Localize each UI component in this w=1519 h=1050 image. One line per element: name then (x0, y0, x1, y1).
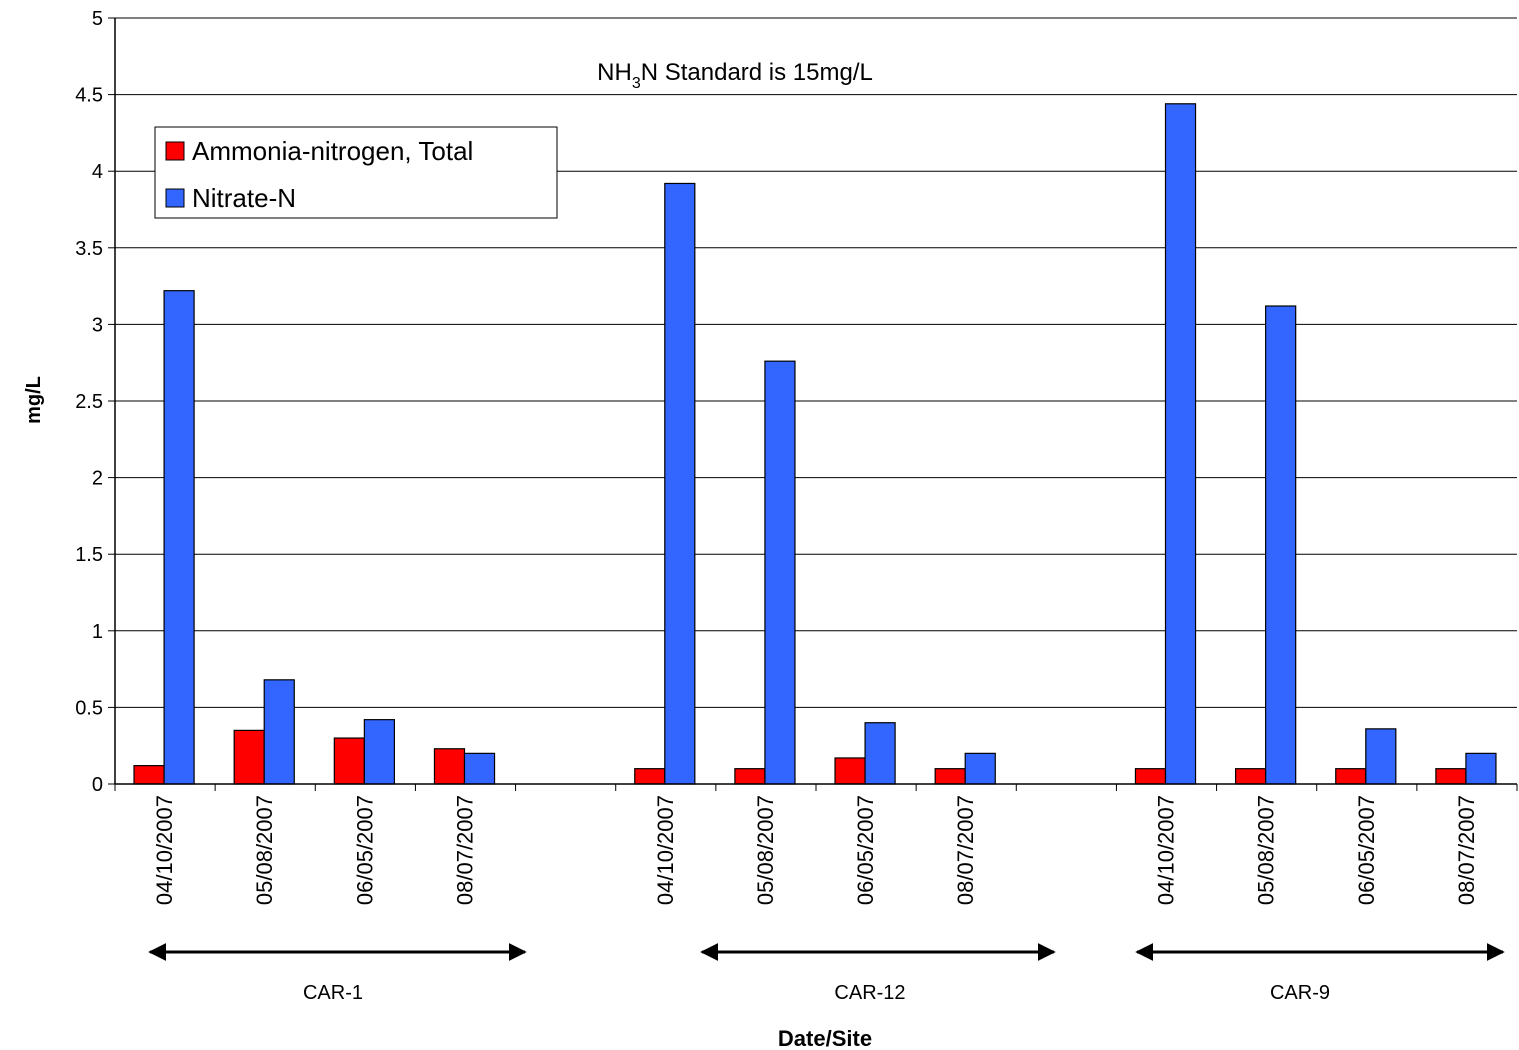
x-tick-label: 08/07/2007 (453, 795, 478, 905)
y-axis-label: mg/L (23, 376, 45, 424)
y-tick-label: 5 (92, 8, 103, 30)
x-tick-label: 05/08/2007 (753, 795, 778, 905)
y-tick-label: 2.5 (75, 391, 103, 413)
bar (463, 752, 496, 785)
bar (363, 719, 395, 785)
bar (964, 752, 996, 785)
bar (163, 290, 195, 785)
bar (1134, 768, 1167, 785)
bar (934, 768, 966, 785)
x-tick-label: 05/08/2007 (1254, 795, 1279, 905)
group-label: CAR-9 (1270, 982, 1330, 1004)
x-tick-label: 04/10/2007 (1154, 795, 1179, 905)
x-tick-label: 08/07/2007 (953, 795, 978, 905)
bar (1164, 103, 1197, 785)
legend-swatch (165, 141, 185, 161)
legend: Ammonia-nitrogen, Total Nitrate-N (154, 126, 558, 219)
legend-swatch (165, 188, 185, 208)
y-tick-label: 3.5 (75, 238, 103, 260)
x-tick-label: 05/08/2007 (252, 795, 277, 905)
legend-label: Ammonia-nitrogen, Total (192, 136, 473, 166)
y-tick-label: 2 (92, 468, 103, 490)
bar (1465, 752, 1497, 785)
legend-box (154, 126, 558, 219)
bar (664, 182, 696, 785)
grid (115, 17, 1517, 785)
x-tick-label: 04/10/2007 (152, 795, 177, 905)
x-tick-label: 08/07/2007 (1454, 795, 1479, 905)
bar (1365, 728, 1397, 785)
y-tick-label: 1 (92, 621, 103, 643)
y-tick-label: 0.5 (75, 697, 103, 719)
bar (263, 679, 295, 785)
bar (834, 757, 866, 785)
y-tick-label: 0 (92, 774, 103, 796)
y-tick-label: 4 (92, 161, 103, 183)
bar (764, 360, 796, 785)
bar (433, 748, 466, 785)
x-tick-label: 06/05/2007 (853, 795, 878, 905)
legend-label: Nitrate-N (192, 183, 296, 213)
group-label: CAR-12 (834, 982, 905, 1004)
x-axis-label: Date/Site (778, 1026, 872, 1050)
bar (1335, 768, 1367, 785)
bars (133, 103, 1497, 785)
bar (634, 768, 666, 785)
y-tick-label: 4.5 (75, 85, 103, 107)
bar (1234, 768, 1267, 785)
y-tick-label: 3 (92, 314, 103, 336)
x-tick-label: 06/05/2007 (352, 795, 377, 905)
group-label: CAR-1 (303, 982, 363, 1004)
bar (333, 737, 365, 785)
annotation: NH3N Standard is 15mg/L (597, 59, 873, 92)
x-tick-label: 06/05/2007 (1354, 795, 1379, 905)
x-tick-label: 04/10/2007 (653, 795, 678, 905)
bar (133, 765, 165, 785)
bar (1435, 768, 1467, 785)
y-tick-label: 1.5 (75, 544, 103, 566)
bar (1265, 305, 1297, 785)
bar (734, 768, 766, 785)
bar (233, 729, 265, 785)
bar (864, 722, 896, 785)
